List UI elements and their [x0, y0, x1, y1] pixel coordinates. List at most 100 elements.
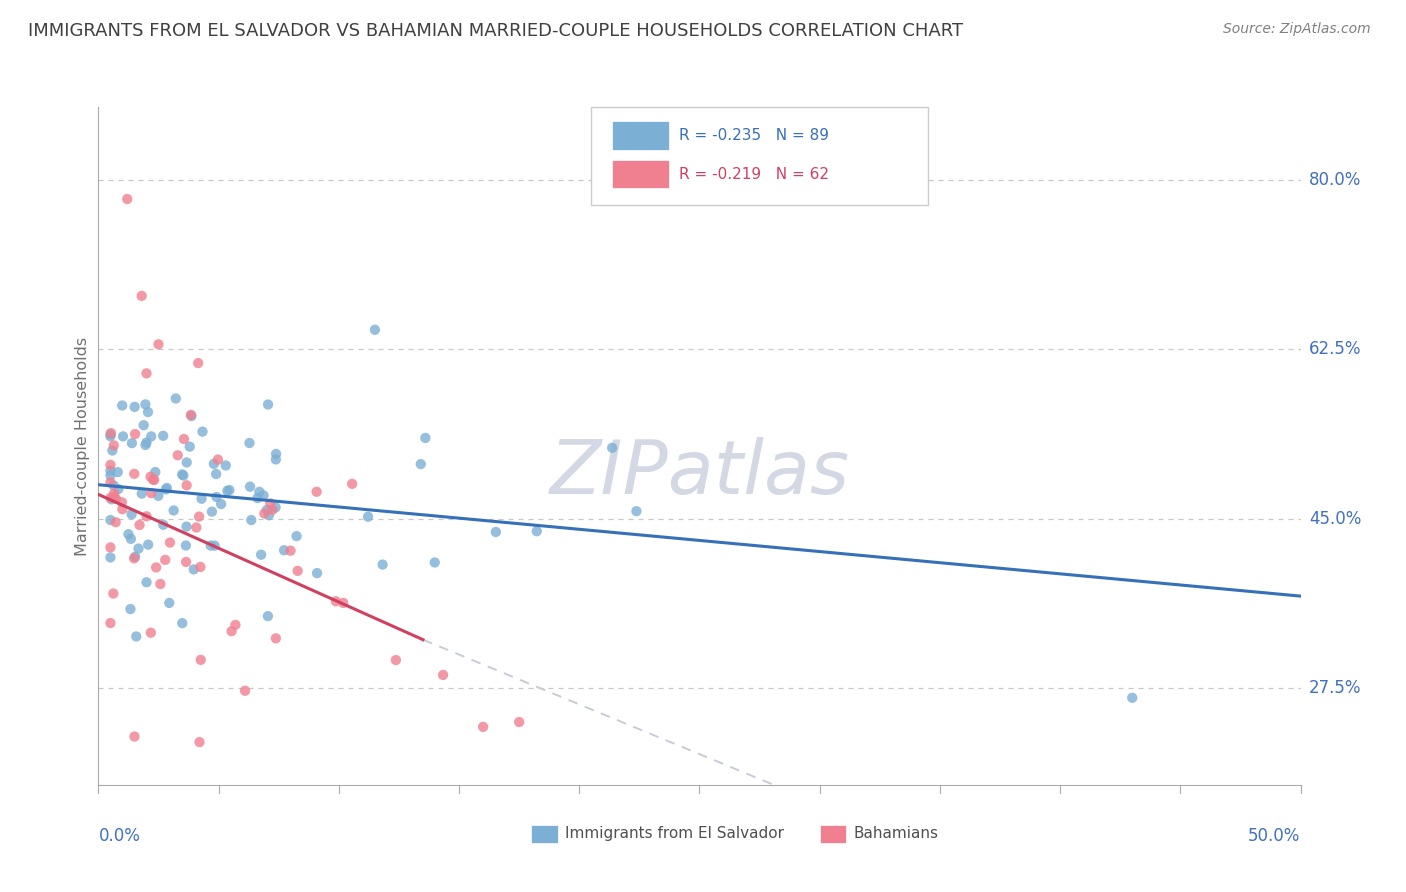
- Point: [432, 668, 454, 682]
- Point: [508, 714, 530, 729]
- Point: [100, 429, 122, 443]
- Point: [104, 515, 127, 529]
- Point: [122, 551, 145, 566]
- Point: [134, 397, 156, 411]
- Point: [156, 481, 179, 495]
- Text: IMMIGRANTS FROM EL SALVADOR VS BAHAMIAN MARRIED-COUPLE HOUSEHOLDS CORRELATION CH: IMMIGRANTS FROM EL SALVADOR VS BAHAMIAN …: [28, 22, 963, 40]
- Point: [221, 624, 243, 639]
- Point: [128, 518, 150, 533]
- Point: [250, 548, 273, 562]
- Point: [173, 432, 195, 446]
- Point: [100, 492, 122, 507]
- Y-axis label: Married-couple Households: Married-couple Households: [75, 336, 90, 556]
- Point: [186, 520, 208, 534]
- Point: [472, 720, 495, 734]
- Text: Immigrants from El Salvador: Immigrants from El Salvador: [565, 826, 785, 841]
- Text: ZIPatlas: ZIPatlas: [550, 437, 849, 509]
- Text: R = -0.235   N = 89: R = -0.235 N = 89: [679, 128, 830, 143]
- Point: [111, 502, 134, 516]
- Point: [202, 457, 225, 471]
- Point: [100, 458, 122, 472]
- Point: [485, 524, 508, 539]
- Point: [180, 409, 202, 423]
- Point: [285, 529, 308, 543]
- Point: [423, 556, 446, 570]
- Point: [174, 555, 197, 569]
- Point: [305, 566, 328, 580]
- Point: [205, 467, 228, 481]
- Point: [163, 503, 186, 517]
- Point: [131, 486, 153, 500]
- Point: [188, 735, 211, 749]
- Point: [246, 491, 269, 505]
- Point: [256, 503, 278, 517]
- Point: [205, 490, 228, 504]
- Point: [415, 431, 437, 445]
- Text: 45.0%: 45.0%: [1309, 509, 1361, 528]
- Point: [172, 467, 194, 482]
- Point: [217, 483, 239, 498]
- Point: [190, 560, 212, 574]
- Point: [218, 483, 240, 497]
- Point: [1121, 690, 1143, 705]
- Point: [273, 543, 295, 558]
- Text: 62.5%: 62.5%: [1309, 340, 1361, 359]
- Point: [224, 618, 246, 632]
- Point: [190, 653, 212, 667]
- Point: [131, 289, 153, 303]
- Text: 80.0%: 80.0%: [1309, 170, 1361, 189]
- Point: [120, 532, 142, 546]
- Point: [135, 367, 157, 381]
- Point: [364, 323, 387, 337]
- Point: [257, 609, 280, 624]
- Point: [183, 562, 205, 576]
- Point: [264, 500, 287, 515]
- Point: [385, 653, 408, 667]
- Point: [262, 503, 284, 517]
- Point: [257, 508, 280, 523]
- Point: [136, 405, 159, 419]
- Point: [134, 438, 156, 452]
- Point: [340, 476, 363, 491]
- Point: [135, 435, 157, 450]
- Text: 0.0%: 0.0%: [98, 827, 141, 845]
- Point: [121, 507, 143, 521]
- Point: [135, 509, 157, 524]
- Point: [100, 468, 122, 483]
- Point: [357, 509, 380, 524]
- FancyBboxPatch shape: [531, 825, 558, 843]
- Point: [371, 558, 394, 572]
- Point: [238, 436, 260, 450]
- Point: [149, 577, 172, 591]
- Point: [132, 418, 155, 433]
- Point: [239, 480, 262, 494]
- Point: [103, 438, 125, 452]
- Point: [305, 484, 328, 499]
- Point: [101, 443, 124, 458]
- Point: [204, 539, 226, 553]
- Text: Source: ZipAtlas.com: Source: ZipAtlas.com: [1223, 22, 1371, 37]
- Point: [191, 425, 214, 439]
- Point: [152, 517, 174, 532]
- Point: [188, 509, 211, 524]
- Point: [111, 399, 134, 413]
- Point: [200, 539, 222, 553]
- Point: [120, 602, 142, 616]
- Point: [124, 730, 146, 744]
- Point: [201, 505, 224, 519]
- Point: [145, 560, 167, 574]
- Point: [264, 447, 287, 461]
- Point: [148, 337, 170, 351]
- Point: [143, 473, 166, 487]
- Point: [100, 541, 122, 555]
- Point: [117, 527, 139, 541]
- Point: [172, 616, 194, 631]
- Point: [124, 549, 146, 564]
- Point: [287, 564, 309, 578]
- Point: [155, 553, 177, 567]
- Point: [166, 448, 188, 462]
- Point: [121, 436, 143, 450]
- Point: [247, 484, 270, 499]
- Point: [128, 541, 150, 556]
- Point: [100, 427, 122, 442]
